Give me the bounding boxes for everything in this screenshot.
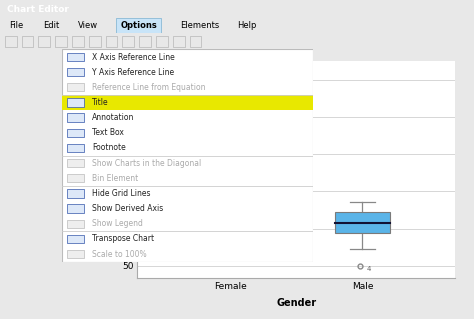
Bar [55, 36, 67, 47]
Text: Footnote: Footnote [92, 144, 126, 152]
Bar [72, 36, 84, 47]
Bar [67, 159, 84, 167]
Text: Text Box: Text Box [92, 128, 124, 137]
Bar [38, 36, 50, 47]
Bar [5, 36, 17, 47]
Text: Chart Editor: Chart Editor [7, 5, 69, 14]
Bar [67, 129, 84, 137]
Bar [67, 250, 84, 258]
Bar [173, 36, 185, 47]
Bar [122, 36, 134, 47]
Bar [67, 83, 84, 92]
Bar [139, 36, 151, 47]
Text: Scale to 100%: Scale to 100% [92, 249, 146, 258]
Text: Bin Element: Bin Element [92, 174, 138, 183]
Text: Options: Options [121, 21, 158, 30]
Bar [67, 53, 84, 61]
Y-axis label: Statistics Final Exam Score: Statistics Final Exam Score [101, 113, 110, 226]
Text: 4: 4 [366, 266, 371, 272]
Text: Help: Help [237, 21, 256, 30]
Text: Show Charts in the Diagonal: Show Charts in the Diagonal [92, 159, 201, 167]
Bar [89, 36, 100, 47]
Bar [67, 174, 84, 182]
Text: Show Legend: Show Legend [92, 219, 143, 228]
Bar [67, 68, 84, 76]
Text: Y Axis Reference Line: Y Axis Reference Line [92, 68, 174, 77]
Text: View: View [78, 21, 98, 30]
Bar [67, 189, 84, 197]
Bar [21, 36, 33, 47]
Bar [67, 144, 84, 152]
Bar [67, 98, 84, 107]
Bar [335, 212, 390, 233]
Bar [67, 204, 84, 213]
Text: File: File [9, 21, 24, 30]
Text: Hide Grid Lines: Hide Grid Lines [92, 189, 150, 198]
Bar [62, 95, 313, 110]
Text: Edit: Edit [43, 21, 59, 30]
Bar [67, 114, 84, 122]
X-axis label: Gender: Gender [276, 298, 316, 308]
Text: Reference Line from Equation: Reference Line from Equation [92, 83, 205, 92]
Bar [156, 36, 168, 47]
Bar [106, 36, 118, 47]
Text: Show Derived Axis: Show Derived Axis [92, 204, 163, 213]
Text: Transpose Chart: Transpose Chart [92, 234, 154, 243]
Text: X Axis Reference Line: X Axis Reference Line [92, 53, 174, 62]
Bar [67, 219, 84, 228]
Bar [116, 18, 161, 33]
Text: Annotation: Annotation [92, 113, 134, 122]
Bar [67, 235, 84, 243]
Bar [190, 36, 201, 47]
Text: Elements: Elements [180, 21, 219, 30]
Text: Title: Title [92, 98, 109, 107]
